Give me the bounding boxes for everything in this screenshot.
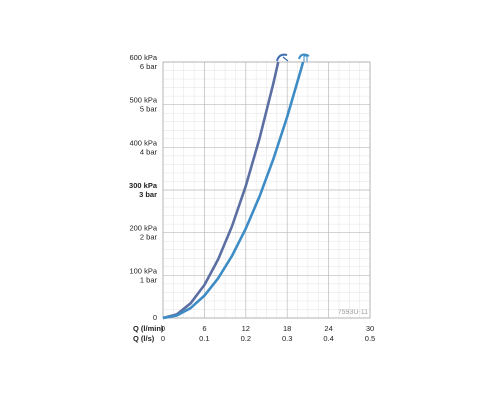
x2-tick-label: 0.1 xyxy=(199,334,209,343)
y-tick-label: 0 xyxy=(153,313,157,322)
x-tick-label: 24 xyxy=(324,324,332,333)
y-tick-label: 200 kPa xyxy=(129,224,157,233)
y-tick-label: 400 kPa xyxy=(129,138,157,147)
annotation: 7593U-11 xyxy=(338,309,368,316)
plot-frame xyxy=(162,61,371,319)
y2-tick-label: 5 bar xyxy=(140,105,158,114)
x2-tick-label: 0.5 xyxy=(365,334,375,343)
x2-axis-label: Q (l/s) xyxy=(133,334,155,343)
y2-tick-label: 6 bar xyxy=(140,62,158,71)
y-tick-label: 300 kPa xyxy=(129,181,158,190)
line-series xyxy=(162,61,305,320)
shower-icon xyxy=(276,53,289,62)
x-axis-label: Q (l/min) xyxy=(133,324,164,333)
y-tick-label: 500 kPa xyxy=(129,96,157,105)
x-tick-label: 6 xyxy=(202,324,206,333)
x-tick-label: 12 xyxy=(242,324,250,333)
y2-tick-label: 2 bar xyxy=(140,233,158,242)
y2-tick-label: 4 bar xyxy=(140,147,158,156)
y-tick-label: 600 kPa xyxy=(129,53,157,62)
y-tick-label: 100 kPa xyxy=(129,266,157,275)
y2-tick-label: 1 bar xyxy=(140,275,158,284)
x2-tick-label: 0.3 xyxy=(282,334,292,343)
x-tick-label: 0 xyxy=(161,324,165,333)
x-tick-label: 30 xyxy=(366,324,374,333)
x2-tick-label: 0.2 xyxy=(241,334,251,343)
y2-tick-label: 3 bar xyxy=(139,190,157,199)
x-tick-label: 18 xyxy=(283,324,291,333)
shower-icon xyxy=(298,53,310,63)
line-series xyxy=(162,61,280,320)
x2-tick-label: 0 xyxy=(161,334,165,343)
x2-tick-label: 0.4 xyxy=(323,334,333,343)
